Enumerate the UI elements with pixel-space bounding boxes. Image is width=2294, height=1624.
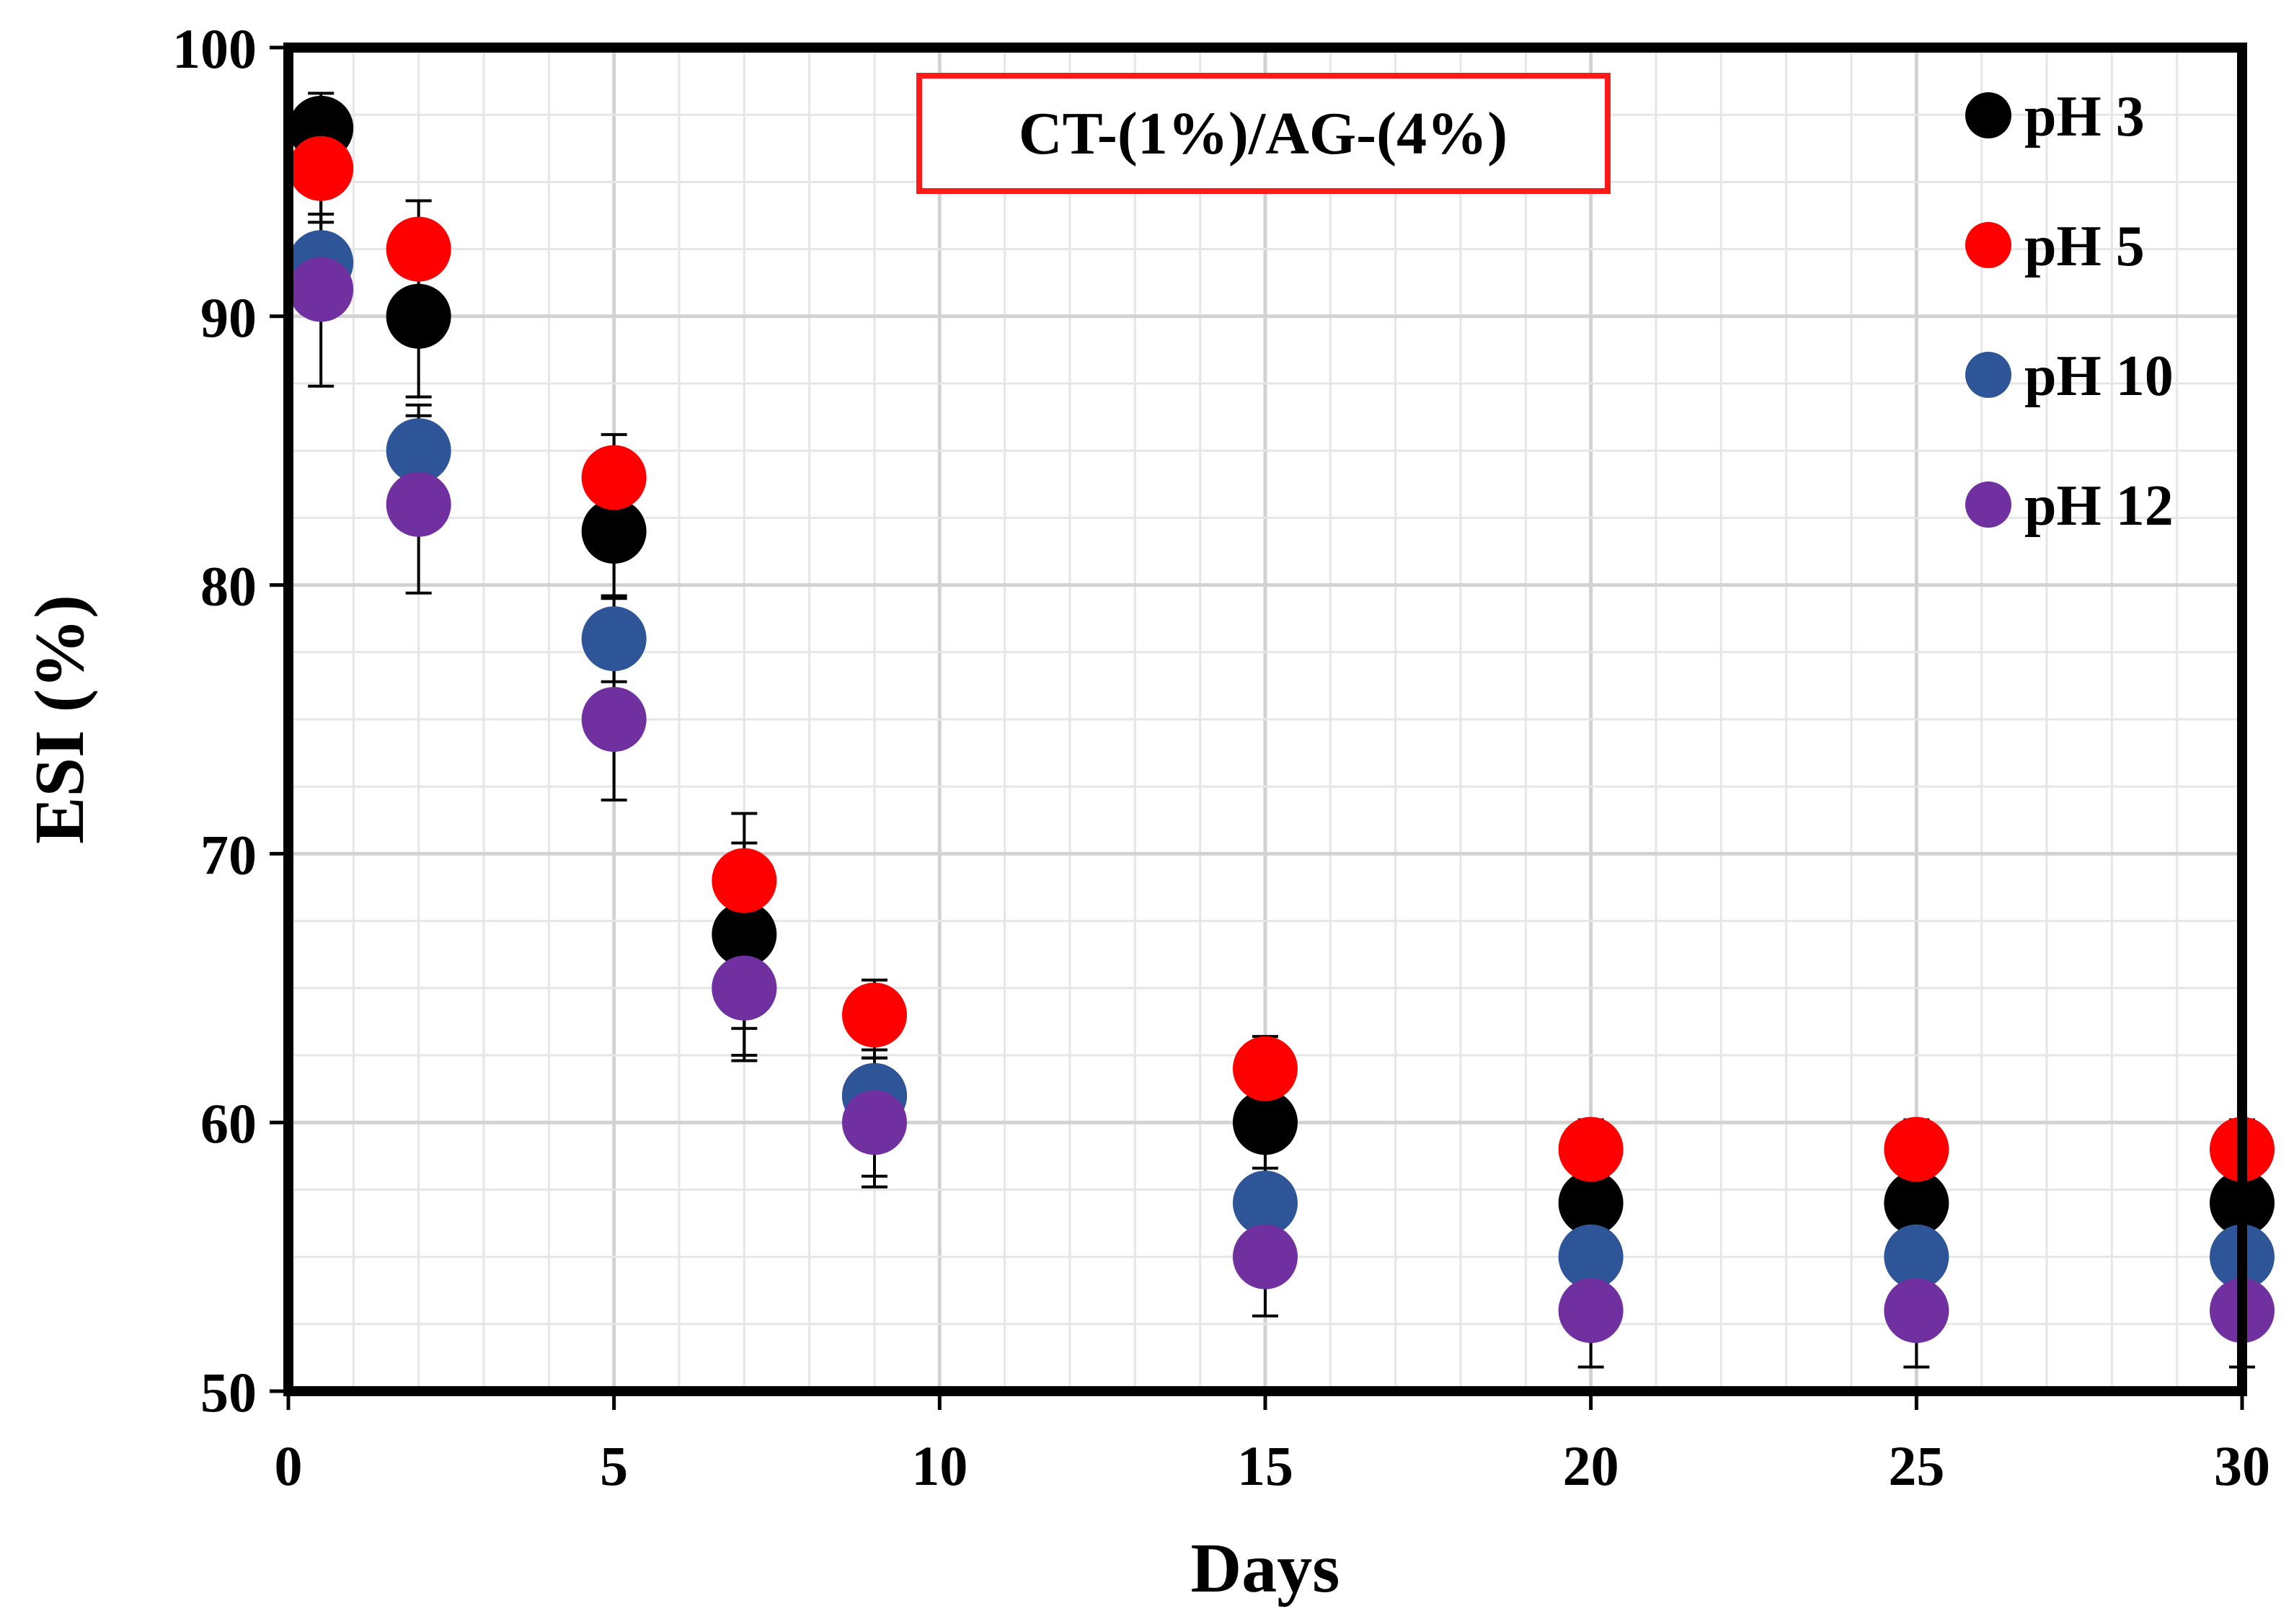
y-tick-label: 80 <box>200 555 257 618</box>
point-ph-12 <box>842 1090 907 1155</box>
data-points <box>288 95 2275 1344</box>
point-ph-5 <box>581 445 647 510</box>
point-ph-3 <box>386 283 451 349</box>
point-ph-5 <box>386 216 451 282</box>
point-ph-10 <box>386 418 451 484</box>
point-ph-12 <box>1558 1278 1624 1344</box>
point-ph-3 <box>1233 1090 1298 1155</box>
point-ph-12 <box>581 687 647 752</box>
point-ph-5 <box>1558 1117 1624 1182</box>
point-ph-3 <box>581 499 647 564</box>
axis-ticks <box>270 45 2244 1410</box>
annotation-box: CT-(1%)/AG-(4%) <box>916 73 1611 194</box>
point-ph-10 <box>1558 1224 1624 1290</box>
x-tick-label: 0 <box>275 1434 303 1497</box>
point-ph-12 <box>288 257 354 322</box>
y-tick-label: 60 <box>200 1092 257 1155</box>
point-ph-3 <box>1558 1171 1624 1236</box>
x-tick-label: 15 <box>1237 1434 1293 1497</box>
x-tick-label: 30 <box>2214 1434 2270 1497</box>
point-ph-12 <box>1233 1224 1298 1290</box>
point-ph-10 <box>1233 1171 1298 1236</box>
point-ph-3 <box>712 902 777 967</box>
legend-label: pH 12 <box>2024 474 2174 538</box>
point-ph-3 <box>1884 1171 1949 1236</box>
x-tick-label: 5 <box>600 1434 628 1497</box>
legend-label: pH 10 <box>2024 345 2174 408</box>
x-tick-label: 10 <box>911 1434 967 1497</box>
legend-marker <box>1965 222 2011 268</box>
x-axis-title: Days <box>1191 1530 1340 1607</box>
point-ph-5 <box>1233 1036 1298 1101</box>
point-ph-5 <box>842 982 907 1048</box>
legend-marker <box>1965 482 2011 528</box>
x-tick-label: 20 <box>1563 1434 1619 1497</box>
y-tick-label: 50 <box>200 1361 257 1424</box>
legend-marker <box>1965 92 2011 138</box>
point-ph-5 <box>1884 1117 1949 1182</box>
y-tick-label: 70 <box>200 823 257 886</box>
point-ph-5 <box>288 136 354 201</box>
legend-marker <box>1965 352 2011 398</box>
y-tick-label: 90 <box>200 286 257 349</box>
point-ph-10 <box>1884 1224 1949 1290</box>
point-ph-12 <box>1884 1278 1949 1344</box>
y-axis-title: ESI (%) <box>21 595 99 844</box>
x-tick-label: 25 <box>1888 1434 1944 1497</box>
point-ph-10 <box>581 606 647 672</box>
tick-labels: 0 5 10 15 20 25 30 50 60 70 80 90 100 <box>172 17 2270 1497</box>
legend: pH 3 pH 5 pH 10 pH 12 <box>1965 85 2174 538</box>
annotation-label: CT-(1%)/AG-(4%) <box>1019 100 1507 167</box>
annotation-border <box>916 73 1611 194</box>
point-ph-12 <box>386 471 451 537</box>
legend-label: pH 3 <box>2024 85 2145 148</box>
point-ph-12 <box>712 955 777 1021</box>
y-tick-label: 100 <box>172 17 257 80</box>
legend-label: pH 5 <box>2024 215 2145 278</box>
point-ph-5 <box>712 848 777 913</box>
